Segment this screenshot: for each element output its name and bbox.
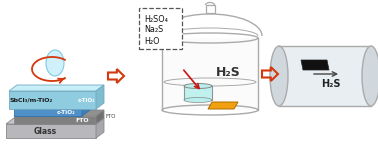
FancyBboxPatch shape xyxy=(279,46,371,106)
Text: Glass: Glass xyxy=(33,126,57,135)
Text: c-TiO₂: c-TiO₂ xyxy=(77,97,95,102)
Polygon shape xyxy=(14,103,90,109)
Text: H₂S: H₂S xyxy=(321,79,341,89)
Text: FTO: FTO xyxy=(106,114,116,119)
Polygon shape xyxy=(6,118,104,124)
Ellipse shape xyxy=(184,97,212,102)
Polygon shape xyxy=(14,116,96,124)
Text: FTO: FTO xyxy=(75,117,89,123)
Text: H₂O: H₂O xyxy=(144,36,160,45)
FancyBboxPatch shape xyxy=(162,38,258,110)
Polygon shape xyxy=(96,118,104,138)
Text: H₂S: H₂S xyxy=(215,66,240,78)
Ellipse shape xyxy=(362,46,378,106)
Polygon shape xyxy=(208,102,238,109)
Polygon shape xyxy=(96,110,104,124)
Polygon shape xyxy=(96,85,104,109)
FancyBboxPatch shape xyxy=(138,7,181,48)
Text: Na₂S: Na₂S xyxy=(144,26,163,35)
Ellipse shape xyxy=(46,50,64,76)
Text: c-TiO₂: c-TiO₂ xyxy=(57,110,75,115)
Polygon shape xyxy=(14,109,82,116)
Polygon shape xyxy=(301,60,329,70)
Ellipse shape xyxy=(184,83,212,88)
Polygon shape xyxy=(9,85,104,91)
Polygon shape xyxy=(6,124,96,138)
FancyBboxPatch shape xyxy=(184,86,212,100)
Ellipse shape xyxy=(270,46,288,106)
Polygon shape xyxy=(9,91,96,109)
Polygon shape xyxy=(14,110,104,116)
Text: H₂SO₄: H₂SO₄ xyxy=(144,14,168,24)
Polygon shape xyxy=(82,103,90,116)
Text: SbCl₃/m-TiO₂: SbCl₃/m-TiO₂ xyxy=(9,97,53,102)
